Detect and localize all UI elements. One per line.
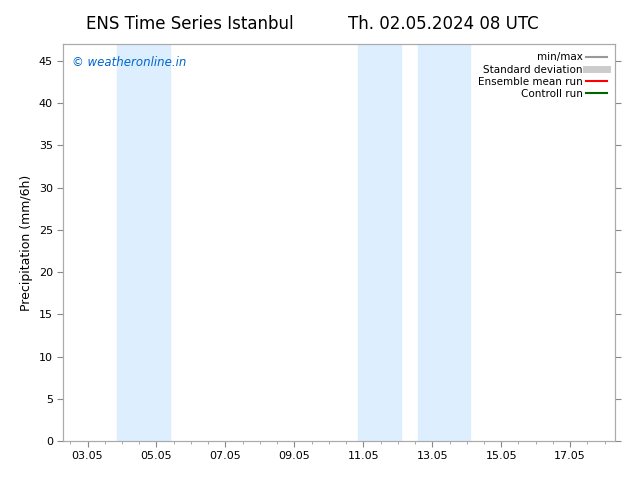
Bar: [418, 44, 470, 441]
Bar: [117, 44, 171, 441]
Text: © weatheronline.in: © weatheronline.in: [72, 56, 186, 69]
Y-axis label: Precipitation (mm/6h): Precipitation (mm/6h): [20, 174, 34, 311]
Legend: min/max, Standard deviation, Ensemble mean run, Controll run: min/max, Standard deviation, Ensemble me…: [475, 49, 610, 102]
Bar: [358, 44, 401, 441]
Text: Th. 02.05.2024 08 UTC: Th. 02.05.2024 08 UTC: [349, 15, 539, 33]
Text: ENS Time Series Istanbul: ENS Time Series Istanbul: [86, 15, 294, 33]
